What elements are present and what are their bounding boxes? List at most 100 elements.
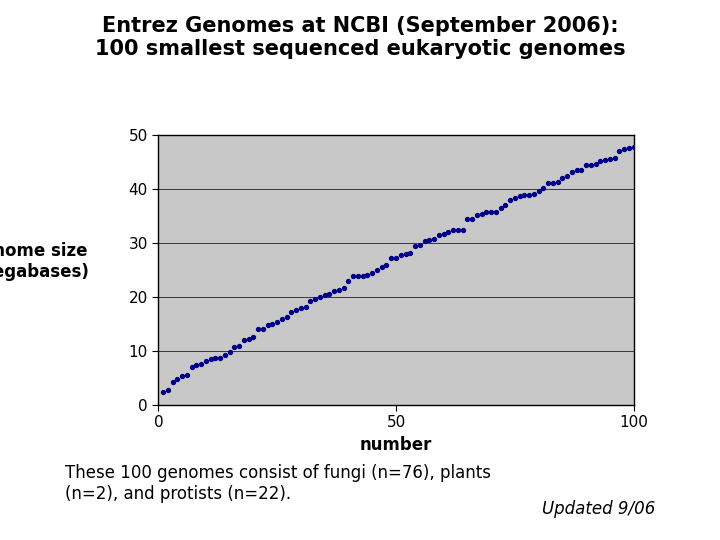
Point bbox=[328, 286, 340, 295]
Point bbox=[518, 191, 530, 200]
Point bbox=[243, 335, 254, 343]
Point bbox=[566, 167, 577, 176]
Point bbox=[348, 272, 359, 280]
Point bbox=[462, 215, 473, 224]
Point bbox=[333, 286, 345, 294]
Point bbox=[538, 184, 549, 192]
Point bbox=[595, 157, 606, 165]
Point bbox=[290, 306, 302, 315]
Point bbox=[580, 161, 592, 170]
Point bbox=[495, 203, 506, 212]
Point bbox=[238, 335, 250, 344]
Point bbox=[552, 177, 563, 186]
Point bbox=[167, 378, 179, 387]
Point bbox=[471, 210, 482, 219]
Point bbox=[476, 210, 487, 219]
Text: Updated 9/06: Updated 9/06 bbox=[542, 501, 655, 518]
Point bbox=[219, 350, 230, 359]
Point bbox=[191, 360, 202, 369]
Point bbox=[176, 372, 188, 380]
Point bbox=[276, 315, 288, 324]
Point bbox=[613, 147, 625, 156]
Point bbox=[314, 293, 325, 301]
Point bbox=[324, 289, 336, 298]
Point bbox=[248, 333, 259, 342]
Text: These 100 genomes consist of fungi (n=76), plants
(n=2), and protists (n=22).: These 100 genomes consist of fungi (n=76… bbox=[65, 464, 491, 503]
Point bbox=[533, 187, 544, 195]
Point bbox=[390, 253, 402, 262]
Point bbox=[485, 207, 497, 216]
Point bbox=[295, 303, 307, 312]
Point bbox=[310, 295, 321, 303]
Point bbox=[500, 200, 511, 209]
Point bbox=[447, 226, 459, 235]
Point bbox=[271, 318, 283, 326]
X-axis label: number: number bbox=[360, 436, 432, 454]
Point bbox=[433, 231, 444, 239]
Point bbox=[357, 272, 369, 280]
Point bbox=[590, 159, 601, 168]
Point bbox=[253, 325, 264, 333]
Point bbox=[395, 250, 407, 259]
Point bbox=[452, 226, 464, 234]
Point bbox=[571, 166, 582, 174]
Point bbox=[224, 348, 235, 356]
Point bbox=[490, 207, 502, 216]
Point bbox=[528, 190, 539, 199]
Point bbox=[609, 154, 621, 163]
Point bbox=[604, 154, 616, 163]
Point bbox=[438, 230, 449, 238]
Point bbox=[162, 386, 174, 394]
Point bbox=[181, 370, 193, 379]
Point bbox=[229, 342, 240, 351]
Point bbox=[456, 226, 468, 234]
Point bbox=[266, 320, 278, 328]
Point bbox=[257, 324, 269, 333]
Point bbox=[547, 178, 559, 187]
Point bbox=[305, 297, 316, 306]
Point bbox=[405, 249, 416, 258]
Point bbox=[414, 240, 426, 249]
Point bbox=[509, 193, 521, 202]
Point bbox=[443, 228, 454, 237]
Point bbox=[200, 356, 212, 365]
Point bbox=[523, 191, 535, 199]
Point bbox=[381, 261, 392, 269]
Point bbox=[210, 354, 221, 362]
Point bbox=[372, 266, 383, 274]
Point bbox=[205, 355, 217, 364]
Point bbox=[419, 237, 431, 246]
Point bbox=[480, 208, 492, 217]
Point bbox=[281, 312, 292, 321]
Point bbox=[286, 308, 297, 316]
Point bbox=[562, 172, 573, 180]
Text: Entrez Genomes at NCBI (September 2006):
100 smallest sequenced eukaryotic genom: Entrez Genomes at NCBI (September 2006):… bbox=[95, 16, 625, 59]
Point bbox=[423, 236, 435, 245]
Point bbox=[385, 254, 397, 263]
Point bbox=[319, 291, 330, 299]
Point bbox=[376, 262, 387, 271]
Point bbox=[628, 143, 639, 151]
Point bbox=[467, 214, 478, 223]
Point bbox=[542, 179, 554, 187]
Point bbox=[366, 269, 378, 278]
Point bbox=[186, 363, 197, 372]
Point bbox=[504, 196, 516, 205]
Point bbox=[599, 156, 611, 164]
Point bbox=[361, 271, 373, 279]
Point bbox=[514, 191, 526, 200]
Point bbox=[171, 375, 183, 383]
Point bbox=[409, 241, 420, 250]
Text: genome size
(megabases): genome size (megabases) bbox=[0, 242, 89, 281]
Point bbox=[623, 144, 634, 152]
Point bbox=[585, 160, 597, 169]
Point bbox=[557, 174, 568, 183]
Point bbox=[233, 341, 245, 350]
Point bbox=[262, 320, 274, 329]
Point bbox=[215, 354, 226, 362]
Point bbox=[618, 145, 630, 153]
Point bbox=[158, 388, 169, 396]
Point bbox=[338, 284, 349, 293]
Point bbox=[352, 272, 364, 280]
Point bbox=[575, 166, 587, 174]
